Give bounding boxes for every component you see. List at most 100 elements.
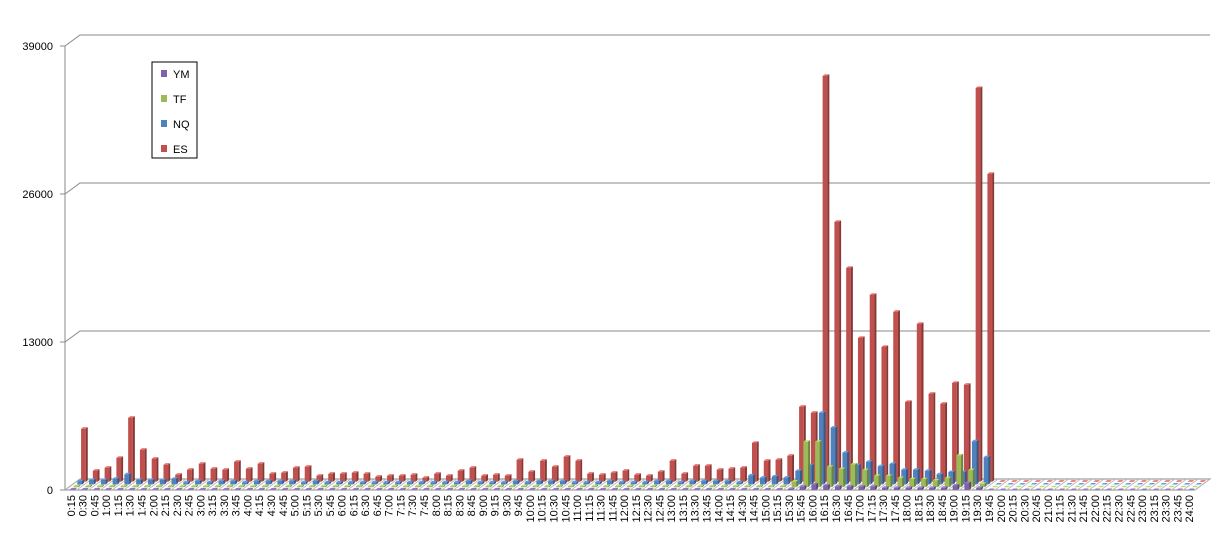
bar-top <box>1168 485 1175 488</box>
bar-top <box>351 471 359 473</box>
bar-top <box>603 484 610 487</box>
bar <box>567 484 575 488</box>
bar <box>615 484 622 488</box>
bar-front <box>124 474 130 485</box>
bar <box>1023 488 1030 490</box>
y-tick-label: 26000 <box>22 189 53 201</box>
bar-top <box>363 472 371 474</box>
bar <box>528 487 536 490</box>
bar-front <box>198 463 204 482</box>
bar-front <box>579 486 585 488</box>
bar-top <box>144 484 151 487</box>
bar-side <box>286 487 289 490</box>
bar-top <box>104 466 112 468</box>
bar-front <box>379 486 385 488</box>
bar-top <box>93 487 101 490</box>
bar-side <box>843 467 846 488</box>
bar-top <box>1144 485 1152 488</box>
bar <box>199 487 207 490</box>
bar-top <box>642 480 650 483</box>
x-tick-label: 23:00 <box>1137 495 1149 523</box>
bar <box>650 484 658 488</box>
x-tick-label: 19:00 <box>949 495 961 523</box>
bar-front <box>104 467 110 482</box>
bar-front <box>634 474 640 482</box>
x-tick-label: 14:30 <box>737 495 749 523</box>
bar <box>1124 483 1132 485</box>
bar <box>505 487 513 490</box>
x-tick-label: 13:15 <box>678 495 690 523</box>
bar <box>670 487 677 490</box>
bar-side <box>458 480 461 485</box>
x-tick-label: 22:30 <box>1113 495 1125 523</box>
bar-top <box>92 469 100 471</box>
bar-side <box>121 487 124 490</box>
bar <box>885 474 893 488</box>
bar-top <box>497 484 505 487</box>
x-tick-label: 19:30 <box>972 495 984 523</box>
bar <box>1034 480 1042 482</box>
x-tick-label: 15:45 <box>796 495 808 523</box>
bar <box>857 336 865 482</box>
bar <box>705 487 713 490</box>
bar-front <box>97 486 102 488</box>
bar-top <box>198 462 206 464</box>
bar-side <box>376 480 379 485</box>
bar-top <box>740 466 747 468</box>
bar-side <box>357 487 360 490</box>
x-tick-label: 8:00 <box>431 495 443 516</box>
x-tick-label: 4:45 <box>278 495 290 516</box>
bar <box>395 480 402 485</box>
bar-side <box>651 487 654 490</box>
bar <box>285 484 293 488</box>
bar-top <box>540 459 547 461</box>
bar <box>399 487 407 490</box>
bar-front <box>147 479 153 485</box>
bar <box>756 484 763 488</box>
bar-side <box>560 484 563 488</box>
bar-side <box>591 472 594 482</box>
bar-side <box>490 484 493 488</box>
bar-top <box>128 416 135 418</box>
bar-side <box>792 487 795 490</box>
bar-top <box>1140 480 1148 482</box>
bar-side <box>784 484 787 488</box>
bar <box>971 439 979 485</box>
bar-side <box>180 487 183 490</box>
x-tick-label: 14:15 <box>725 495 737 523</box>
bar-front <box>312 481 318 485</box>
bar-top <box>367 484 375 487</box>
bar-front <box>669 460 675 482</box>
bar-front <box>646 489 652 490</box>
bar <box>657 470 665 482</box>
bar-top <box>897 476 905 479</box>
bar-top <box>426 484 434 487</box>
floor-line <box>64 478 81 491</box>
floor-line <box>500 478 516 491</box>
bar-top <box>830 426 838 428</box>
x-tick-label: 4:00 <box>242 495 254 516</box>
bar-front <box>144 486 149 488</box>
grid-line <box>64 34 1210 47</box>
bar-top <box>69 487 77 490</box>
bar <box>697 484 705 488</box>
bar-top <box>450 484 457 487</box>
grid-line <box>64 330 1210 343</box>
bar-side <box>917 468 920 485</box>
bar-front <box>810 412 816 482</box>
bar-side <box>894 462 897 485</box>
bar-front <box>304 466 310 482</box>
bar-side <box>132 416 135 482</box>
bar-front <box>916 323 922 482</box>
x-tick-label: 23:30 <box>1161 495 1173 523</box>
bar <box>728 487 736 490</box>
bar-top <box>379 484 387 487</box>
bar-front <box>269 473 275 482</box>
bar <box>136 478 143 485</box>
bar-front <box>85 486 91 488</box>
bar-top <box>136 478 143 480</box>
bar-top <box>983 455 991 458</box>
bar <box>752 487 760 490</box>
x-tick-label: 2:00 <box>148 495 160 516</box>
floor-line <box>559 478 575 491</box>
